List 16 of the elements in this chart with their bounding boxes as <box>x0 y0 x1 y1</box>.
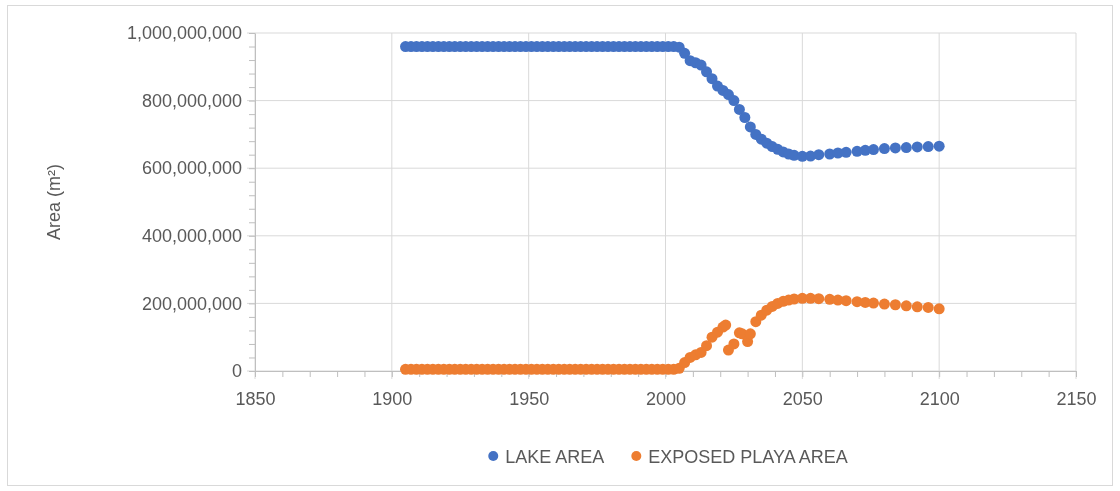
x-tick-label: 2050 <box>782 389 823 410</box>
y-tick-label: 1,000,000,000 <box>126 23 242 44</box>
y-tick-label: 200,000,000 <box>141 293 242 314</box>
y-tick-label: 400,000,000 <box>141 226 242 247</box>
x-tick-label: 1850 <box>235 389 276 410</box>
y-tick-label: 600,000,000 <box>141 158 242 179</box>
x-tick-label: 2100 <box>919 389 960 410</box>
y-tick-label: 0 <box>231 361 242 382</box>
x-tick-label: 2150 <box>1056 389 1097 410</box>
x-tick-label: 1950 <box>509 389 550 410</box>
y-axis-title: Area (m²) <box>44 164 64 240</box>
y-tick-label: 800,000,000 <box>141 90 242 111</box>
x-tick-label: 2000 <box>645 389 687 410</box>
legend-label: EXPOSED PLAYA AREA <box>648 446 848 467</box>
x-tick-label: 1900 <box>372 389 413 410</box>
legend-label: LAKE AREA <box>505 446 605 467</box>
